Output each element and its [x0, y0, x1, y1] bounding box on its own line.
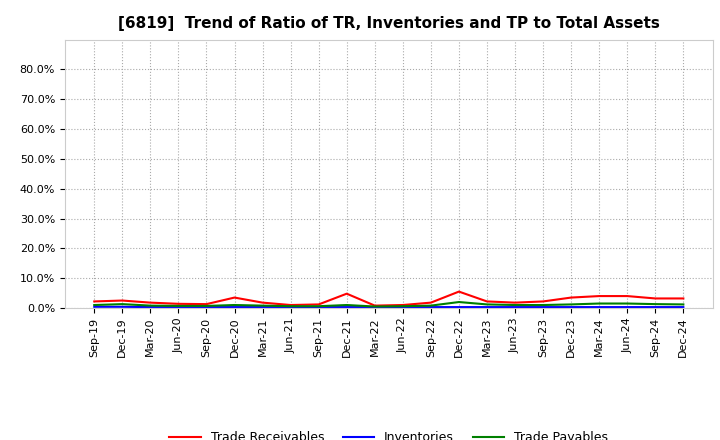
Inventories — [454, 304, 463, 310]
Trade Receivables — [146, 300, 155, 305]
Trade Payables — [595, 301, 603, 306]
Inventories — [174, 304, 183, 310]
Trade Receivables — [510, 300, 519, 305]
Inventories — [258, 304, 267, 310]
Trade Payables — [454, 299, 463, 304]
Line: Trade Payables: Trade Payables — [94, 302, 683, 307]
Inventories — [146, 304, 155, 310]
Trade Payables — [174, 303, 183, 308]
Trade Receivables — [482, 299, 491, 304]
Trade Payables — [90, 302, 99, 308]
Inventories — [539, 304, 547, 310]
Inventories — [623, 304, 631, 310]
Trade Receivables — [426, 300, 435, 305]
Inventories — [398, 304, 407, 310]
Inventories — [651, 304, 660, 310]
Trade Payables — [510, 302, 519, 308]
Trade Payables — [679, 302, 688, 307]
Inventories — [230, 304, 239, 310]
Inventories — [679, 304, 688, 310]
Trade Payables — [623, 301, 631, 306]
Trade Receivables — [567, 295, 575, 300]
Inventories — [426, 304, 435, 310]
Trade Receivables — [230, 295, 239, 300]
Trade Payables — [315, 304, 323, 309]
Line: Trade Receivables: Trade Receivables — [94, 292, 683, 306]
Inventories — [90, 304, 99, 309]
Trade Receivables — [287, 302, 295, 308]
Trade Receivables — [651, 296, 660, 301]
Trade Receivables — [539, 299, 547, 304]
Trade Receivables — [454, 289, 463, 294]
Trade Payables — [202, 303, 211, 308]
Trade Receivables — [118, 298, 127, 303]
Trade Receivables — [258, 300, 267, 305]
Trade Receivables — [679, 296, 688, 301]
Trade Payables — [482, 302, 491, 307]
Inventories — [371, 304, 379, 310]
Inventories — [567, 304, 575, 310]
Inventories — [510, 304, 519, 310]
Trade Receivables — [90, 299, 99, 304]
Inventories — [595, 304, 603, 310]
Trade Payables — [567, 302, 575, 307]
Trade Payables — [118, 301, 127, 307]
Trade Receivables — [371, 303, 379, 308]
Trade Payables — [539, 302, 547, 308]
Trade Payables — [426, 303, 435, 308]
Inventories — [343, 304, 351, 310]
Trade Receivables — [623, 293, 631, 299]
Trade Payables — [371, 304, 379, 309]
Trade Payables — [258, 303, 267, 308]
Trade Receivables — [202, 301, 211, 307]
Trade Payables — [343, 302, 351, 308]
Trade Receivables — [343, 291, 351, 296]
Inventories — [315, 304, 323, 310]
Inventories — [202, 304, 211, 310]
Inventories — [482, 304, 491, 310]
Trade Receivables — [174, 301, 183, 307]
Trade Payables — [230, 302, 239, 308]
Title: [6819]  Trend of Ratio of TR, Inventories and TP to Total Assets: [6819] Trend of Ratio of TR, Inventories… — [118, 16, 660, 32]
Trade Receivables — [595, 293, 603, 299]
Inventories — [287, 304, 295, 310]
Trade Receivables — [315, 302, 323, 307]
Trade Payables — [146, 303, 155, 308]
Trade Receivables — [398, 302, 407, 308]
Inventories — [118, 304, 127, 309]
Trade Payables — [287, 304, 295, 309]
Trade Payables — [651, 301, 660, 307]
Legend: Trade Receivables, Inventories, Trade Payables: Trade Receivables, Inventories, Trade Pa… — [164, 426, 613, 440]
Trade Payables — [398, 304, 407, 309]
